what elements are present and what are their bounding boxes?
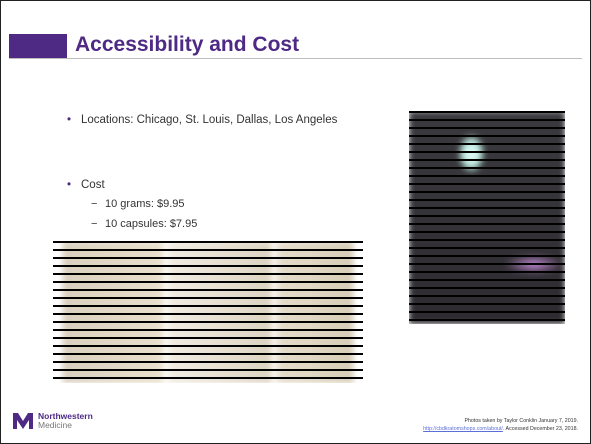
sub-bullet-text: 10 grams: $9.95: [105, 198, 185, 210]
bullet: Cost: [67, 179, 105, 191]
source-link[interactable]: http://cbdkratomshops.com/about/: [423, 426, 503, 432]
sub-bullet: 10 capsules: $7.95: [91, 218, 197, 230]
header-band: [9, 34, 67, 58]
bullet-text: Locations: Chicago, St. Louis, Dallas, L…: [81, 114, 338, 126]
sub-bullet: 10 grams: $9.95: [91, 198, 185, 210]
logo-mark: [13, 413, 33, 429]
bullet: Locations: Chicago, St. Louis, Dallas, L…: [67, 114, 337, 126]
photo-store: [409, 111, 565, 324]
logo-sub: Medicine: [38, 420, 73, 430]
slide-title: Accessibility and Cost: [75, 33, 300, 56]
logo: Northwestern Medicine: [13, 412, 93, 430]
header-rule: [9, 58, 582, 59]
logo-name: Northwestern: [38, 411, 93, 421]
accessed-text: . Accessed December 23, 2018.: [502, 426, 578, 432]
source-line: http://cbdkratomshops.com/about/. Access…: [423, 426, 578, 432]
photo-products: [53, 241, 363, 383]
photo-credit: Photos taken by Taylor Conklin January 7…: [464, 418, 578, 424]
sub-bullet-text: 10 capsules: $7.95: [105, 218, 198, 230]
bullet-text: Cost: [81, 179, 105, 191]
